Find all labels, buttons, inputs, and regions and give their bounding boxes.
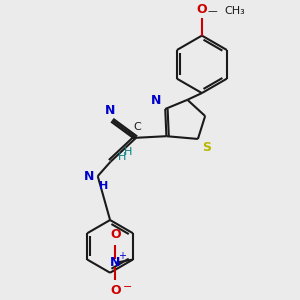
Text: —: — — [207, 6, 217, 16]
Text: N: N — [151, 94, 161, 106]
Text: O: O — [110, 284, 121, 296]
Text: C: C — [133, 122, 141, 132]
Text: CH₃: CH₃ — [224, 6, 245, 16]
Text: −: − — [122, 282, 132, 292]
Text: O: O — [110, 228, 121, 241]
Text: +: + — [118, 251, 126, 261]
Text: S: S — [202, 141, 211, 154]
Text: N: N — [110, 256, 121, 269]
Text: N: N — [105, 104, 116, 117]
Text: H: H — [98, 181, 108, 191]
Text: H: H — [118, 152, 126, 162]
Text: O: O — [196, 3, 207, 16]
Text: N: N — [84, 169, 94, 183]
Text: H: H — [124, 147, 132, 158]
